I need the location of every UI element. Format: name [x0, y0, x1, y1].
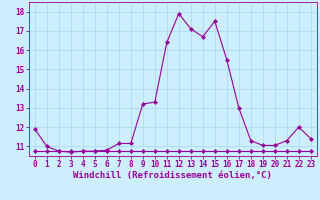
X-axis label: Windchill (Refroidissement éolien,°C): Windchill (Refroidissement éolien,°C)	[73, 171, 272, 180]
